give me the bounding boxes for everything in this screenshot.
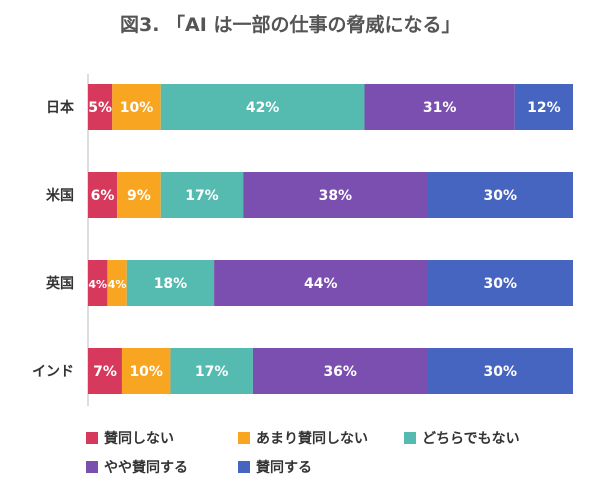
bar-segment (427, 172, 573, 218)
data-label: 4% (108, 278, 127, 291)
data-label: 6% (91, 188, 115, 204)
bar-segment (126, 260, 215, 306)
bar-segment (243, 172, 428, 218)
bar-segment (88, 260, 108, 306)
legend-label: やや賛同する (104, 460, 188, 476)
bar-segment (121, 348, 171, 394)
legend-label: あまり賛同しない (256, 431, 368, 447)
data-label: 4% (88, 278, 107, 291)
category-label: 英国 (45, 275, 74, 292)
bar-segment (514, 84, 573, 130)
data-label: 36% (323, 364, 357, 380)
bar-segment (214, 260, 428, 306)
data-label: 10% (129, 364, 163, 380)
data-label: 17% (185, 188, 219, 204)
category-label: 日本 (46, 99, 75, 116)
legend-item: あまり賛同しない (238, 428, 368, 448)
data-label: 18% (154, 276, 188, 292)
data-label: 42% (246, 100, 280, 116)
legend-swatch (404, 432, 416, 444)
bar-segment (364, 84, 515, 130)
bar-segment (107, 260, 127, 306)
bar-segment (427, 348, 573, 394)
data-label: 30% (483, 188, 517, 204)
legend-swatch (238, 461, 250, 473)
data-label: 30% (483, 276, 517, 292)
bar-segment (427, 260, 573, 306)
data-label: 17% (195, 364, 229, 380)
data-label: 5% (88, 100, 112, 116)
legend-label: 賛同しない (104, 431, 174, 447)
legend-label: どちらでもない (422, 431, 520, 447)
legend-item: 賛同しない (86, 428, 174, 448)
bar-segment (252, 348, 428, 394)
bar-segment (88, 84, 113, 130)
bar-segment (160, 172, 244, 218)
data-label: 7% (93, 364, 117, 380)
data-label: 10% (120, 100, 154, 116)
category-label: 米国 (46, 187, 74, 204)
bar-segment (88, 348, 122, 394)
category-label: インド (32, 364, 74, 380)
bar-segment (170, 348, 253, 394)
legend-swatch (86, 432, 98, 444)
data-label: 31% (423, 100, 457, 116)
chart-plot: 日本 5% 10% 42% 31% 12% 米国 6% 9% 17% 38% 30% 英国 4% 4% 18%… (32, 74, 573, 406)
legend-swatch (86, 461, 98, 473)
legend-item: 賛同する (238, 457, 312, 477)
bar-segment (112, 84, 161, 130)
data-label: 12% (527, 100, 561, 116)
data-label: 44% (304, 276, 338, 292)
bar-segment (88, 172, 118, 218)
legend-item: やや賛同する (86, 457, 188, 477)
legend-swatch (238, 432, 250, 444)
legend-label: 賛同する (256, 460, 312, 476)
bar-segment (160, 84, 365, 130)
bar-segment (117, 172, 161, 218)
data-label: 9% (127, 188, 151, 204)
data-label: 38% (319, 188, 353, 204)
chart-title: 図3. 「AI は一部の仕事の脅威になる」 (120, 14, 461, 36)
data-label: 30% (483, 364, 517, 380)
legend-item: どちらでもない (404, 428, 520, 448)
